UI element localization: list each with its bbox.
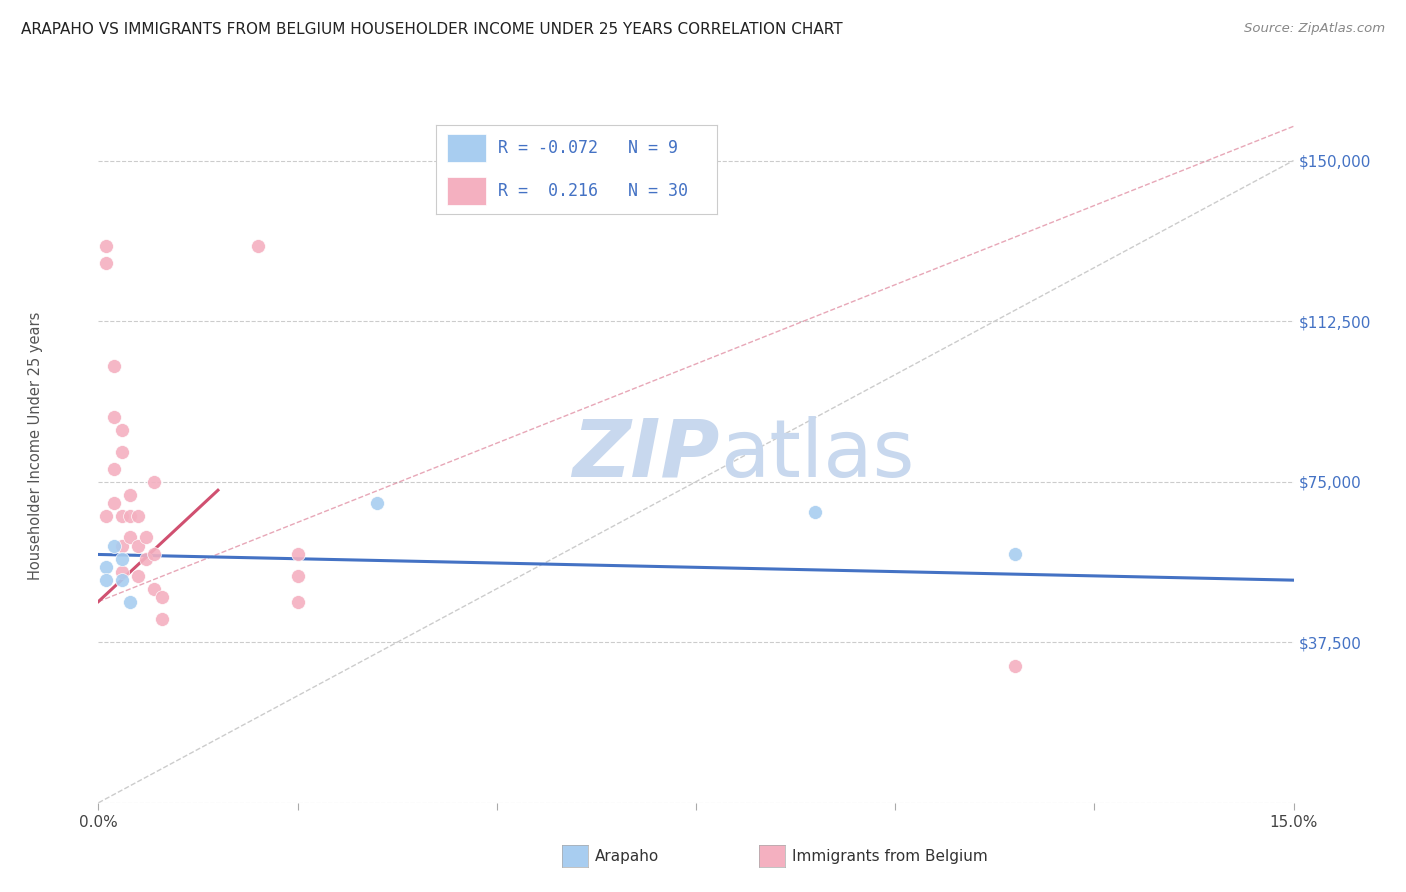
Point (103, 496, 125, 510)
Point (287, 548, 309, 562)
Point (120, 487, 142, 501)
Point (111, 551, 134, 566)
Point (287, 594, 309, 608)
Point (1004, 548, 1026, 562)
Point (111, 508, 134, 523)
Bar (447, 177, 486, 205)
Text: atlas: atlas (720, 416, 914, 494)
Point (111, 423, 134, 437)
Point (103, 410, 125, 425)
Point (135, 530, 157, 544)
Point (96, 239, 118, 253)
Point (366, 496, 388, 510)
Text: Householder Income Under 25 years: Householder Income Under 25 years (28, 312, 42, 580)
Point (111, 573, 134, 587)
Point (96, 508, 118, 523)
Point (120, 530, 142, 544)
Point (287, 569, 309, 583)
Text: Arapaho: Arapaho (595, 849, 659, 863)
Point (135, 551, 157, 566)
Text: R =  0.216   N = 30: R = 0.216 N = 30 (498, 182, 688, 200)
Text: ZIP: ZIP (572, 416, 720, 494)
Point (103, 462, 125, 476)
Point (127, 569, 149, 583)
Point (111, 565, 134, 579)
Point (96, 560, 118, 574)
Point (150, 591, 173, 605)
Point (246, 239, 269, 253)
Point (96, 573, 118, 587)
Point (127, 508, 149, 523)
Text: Immigrants from Belgium: Immigrants from Belgium (792, 849, 987, 863)
Point (127, 539, 149, 553)
Text: ARAPAHO VS IMMIGRANTS FROM BELGIUM HOUSEHOLDER INCOME UNDER 25 YEARS CORRELATION: ARAPAHO VS IMMIGRANTS FROM BELGIUM HOUSE… (21, 22, 842, 37)
Point (111, 539, 134, 553)
Point (120, 594, 142, 608)
Point (120, 508, 142, 523)
Point (103, 359, 125, 373)
Point (1004, 658, 1026, 673)
Point (143, 475, 166, 489)
Point (96, 256, 118, 270)
Point (804, 505, 827, 519)
Point (150, 612, 173, 626)
Point (103, 539, 125, 553)
Point (143, 548, 166, 562)
Bar (447, 134, 486, 162)
Text: Source: ZipAtlas.com: Source: ZipAtlas.com (1244, 22, 1385, 36)
Text: R = -0.072   N = 9: R = -0.072 N = 9 (498, 139, 678, 157)
Point (143, 582, 166, 596)
Point (111, 444, 134, 458)
